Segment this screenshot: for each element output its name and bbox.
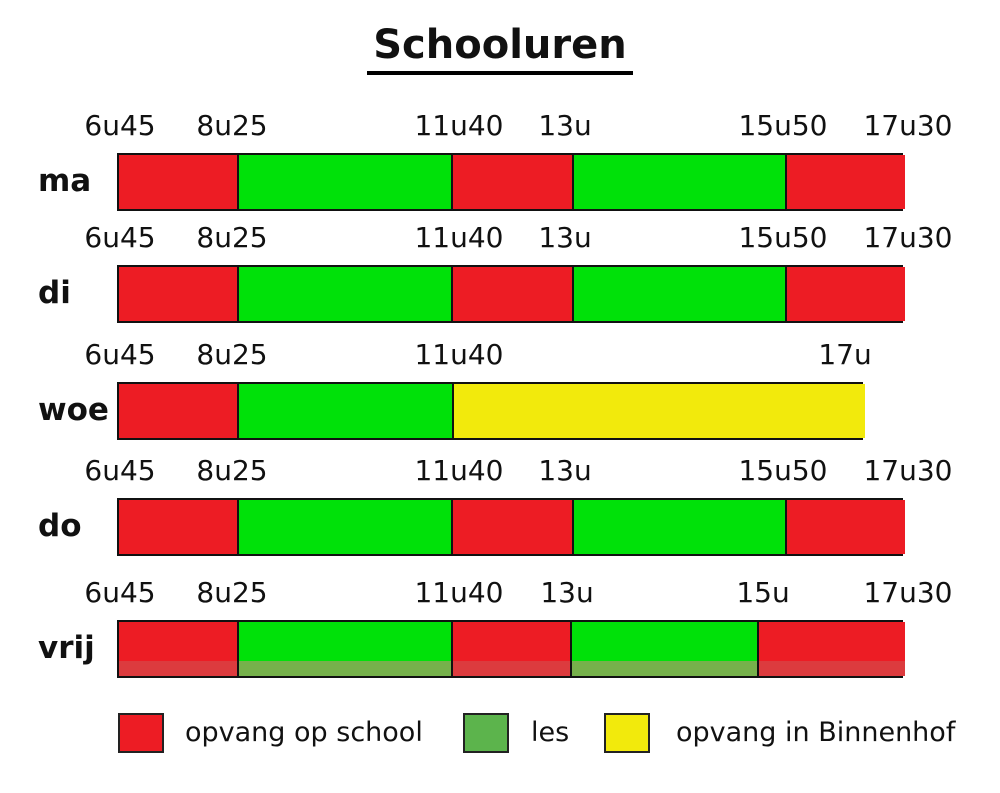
time-label-ma-8u25: 8u25 — [196, 109, 268, 142]
bar-segment-do-green — [574, 500, 787, 554]
bar-segment-woe-yellow — [454, 384, 865, 438]
bar-segment-ma-red — [119, 155, 239, 209]
legend-swatch-yellow — [604, 713, 650, 753]
bar-segment-di-red — [787, 267, 905, 321]
time-label-vrij-8u25: 8u25 — [196, 576, 268, 609]
time-label-woe-8u25: 8u25 — [196, 338, 268, 371]
time-label-vrij-6u45: 6u45 — [84, 576, 156, 609]
time-label-ma-17u30: 17u30 — [863, 109, 953, 142]
time-label-woe-11u40: 11u40 — [414, 338, 504, 371]
page-title: Schooluren — [0, 22, 1000, 75]
time-label-ma-6u45: 6u45 — [84, 109, 156, 142]
bar-segment-di-red — [453, 267, 574, 321]
time-label-di-15u50: 15u50 — [738, 221, 828, 254]
time-label-woe-17u: 17u — [818, 338, 872, 371]
time-label-vrij-17u30: 17u30 — [863, 576, 953, 609]
bar-segment-do-red — [787, 500, 905, 554]
time-label-do-13u: 13u — [538, 454, 592, 487]
bar-segment-ma-red — [787, 155, 905, 209]
schedule-bar-di — [117, 265, 905, 323]
time-label-ma-13u: 13u — [538, 109, 592, 142]
time-label-vrij-13u: 13u — [540, 576, 594, 609]
time-label-do-11u40: 11u40 — [414, 454, 504, 487]
time-label-di-13u: 13u — [538, 221, 592, 254]
bar-segment-di-green — [574, 267, 787, 321]
legend-swatch-legend_green — [463, 713, 509, 753]
legend-swatch-red — [118, 713, 164, 753]
legend-label: opvang in Binnenhof — [676, 717, 956, 748]
bar-segment-di-red — [119, 267, 239, 321]
time-label-di-17u30: 17u30 — [863, 221, 953, 254]
schedule-bar-woe — [117, 382, 865, 440]
time-label-di-6u45: 6u45 — [84, 221, 156, 254]
bar-segment-woe-green — [239, 384, 454, 438]
bar-segment-ma-red — [453, 155, 574, 209]
bar-segment-vrij-green — [239, 622, 453, 676]
time-label-di-11u40: 11u40 — [414, 221, 504, 254]
bar-segment-vrij-green — [572, 622, 759, 676]
time-label-di-8u25: 8u25 — [196, 221, 268, 254]
time-label-do-6u45: 6u45 — [84, 454, 156, 487]
time-label-do-8u25: 8u25 — [196, 454, 268, 487]
bar-segment-do-red — [453, 500, 574, 554]
day-label-do: do — [38, 508, 82, 544]
day-label-di: di — [38, 275, 71, 311]
legend-label: opvang op school — [185, 717, 423, 748]
bar-segment-ma-green — [239, 155, 453, 209]
schedule-bar-do — [117, 498, 905, 556]
time-label-vrij-11u40: 11u40 — [414, 576, 504, 609]
time-label-vrij-15u: 15u — [736, 576, 790, 609]
bar-segment-do-green — [239, 500, 453, 554]
time-label-do-17u30: 17u30 — [863, 454, 953, 487]
bar-segment-vrij-red — [759, 622, 905, 676]
legend-label: les — [531, 717, 570, 748]
bar-segment-vrij-red — [119, 622, 239, 676]
time-label-ma-11u40: 11u40 — [414, 109, 504, 142]
schedule-bar-vrij — [117, 620, 905, 678]
bar-segment-woe-red — [119, 384, 239, 438]
bar-segment-ma-green — [574, 155, 787, 209]
bar-segment-do-red — [119, 500, 239, 554]
bar-segment-di-green — [239, 267, 453, 321]
time-label-woe-6u45: 6u45 — [84, 338, 156, 371]
bar-segment-vrij-red — [453, 622, 572, 676]
schedule-bar-ma — [117, 153, 905, 211]
time-label-ma-15u50: 15u50 — [738, 109, 828, 142]
time-label-do-15u50: 15u50 — [738, 454, 828, 487]
day-label-woe: woe — [38, 392, 109, 428]
day-label-vrij: vrij — [38, 630, 95, 666]
day-label-ma: ma — [38, 163, 92, 199]
page-title-text: Schooluren — [367, 22, 633, 75]
